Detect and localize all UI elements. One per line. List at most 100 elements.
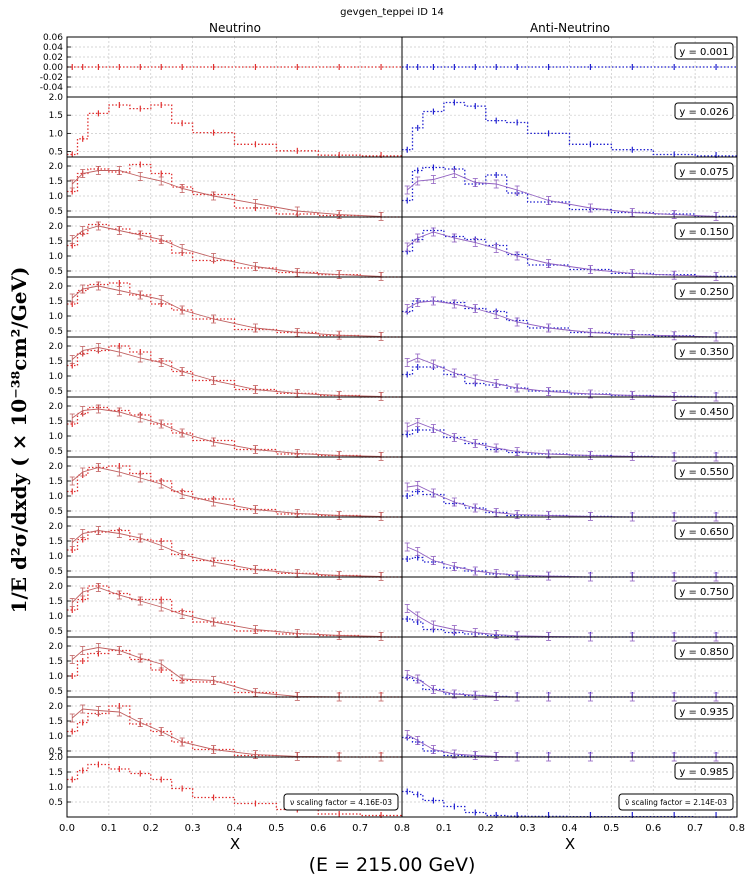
model-curve-antineutrino [407,357,717,398]
y-tick-label: 2.0 [49,342,64,352]
y-tick-label: 1.5 [49,357,63,367]
histogram-antineutrino [402,229,737,278]
model-curve-neutrino [71,285,382,337]
y-value-label: y = 0.850 [679,647,728,658]
x-tick-label: 0.2 [478,823,494,834]
y-value-label: y = 0.075 [679,167,728,178]
y-tick-label: 1.0 [49,492,64,502]
model-curve-neutrino [71,408,382,457]
histogram-antineutrino [402,556,737,578]
y-tick-label: 1.0 [49,252,64,262]
y-value-legend-box [674,402,734,420]
y-value-legend-box [674,162,734,180]
y-value-legend-box [674,42,734,60]
y-value-label: y = 0.750 [679,587,728,598]
panel-neutrino-10 [66,636,403,702]
y-tick-label: 2.0 [49,642,64,652]
x-tick-label: 0.0 [59,823,75,834]
histogram-neutrino [67,529,402,578]
x-tick-label: 0.8 [394,823,410,834]
panel-neutrino-6 [66,396,403,461]
y-tick-label: 1.5 [49,537,63,547]
panel-antineutrino-10: y = 0.850 [401,636,738,702]
y-tick-label: 2.0 [49,402,64,412]
model-curve-neutrino [71,587,382,637]
y-value-label: y = 0.650 [679,527,728,538]
y-value-legend-box [674,462,734,480]
y-value-legend-box [674,522,734,540]
panel-neutrino-1 [66,96,403,158]
y-tick-label: 0.02 [43,53,63,63]
scaling-factor-box [618,793,734,811]
model-curve-neutrino [71,647,382,698]
panel-antineutrino-8: y = 0.650 [401,516,738,582]
panel-antineutrino-7: y = 0.550 [401,456,738,522]
model-curve-antineutrino [406,608,717,638]
y-value-legend-box [674,702,734,720]
panel-antineutrino-6: y = 0.450 [401,396,738,462]
y-tick-label: 1.0 [49,312,64,322]
histogram-antineutrino [402,166,737,218]
y-tick-label: 2.0 [49,702,64,712]
panel-antineutrino-5: y = 0.350 [401,336,738,402]
y-tick-label: 1.0 [49,783,64,793]
histogram-neutrino [67,406,402,458]
y-tick-label: 0.5 [49,798,63,808]
model-curve-antineutrino [407,422,717,458]
y-tick-label: 2.0 [49,282,64,292]
y-tick-label: 0.04 [43,43,63,53]
y-value-legend-box [674,282,734,300]
y-tick-label: 0.00 [43,63,63,73]
y-tick-label: 1.5 [49,597,63,607]
histogram-neutrino [67,223,402,278]
y-tick-label: 1.5 [49,237,63,247]
model-curve-neutrino [71,225,382,277]
y-value-label: y = 0.150 [679,227,728,238]
model-curve-antineutrino [406,231,717,277]
y-tick-label: 0.5 [49,387,63,397]
y-tick-label: 2.0 [49,753,64,763]
y-tick-label: 1.5 [49,297,63,307]
y-tick-label: 2.0 [49,222,64,232]
x-tick-label: 0.1 [101,823,117,834]
model-curve-antineutrino [407,485,717,518]
x-tick-label: 0.1 [436,823,452,834]
y-value-legend-box [674,642,734,660]
model-curve-antineutrino [407,546,717,578]
y-value-legend-box [674,762,734,780]
x-tick-label: 0.8 [729,823,745,834]
y-tick-label: 0.5 [49,687,63,697]
panel-neutrino-3 [66,216,403,281]
y-tick-label: 1.5 [49,111,63,121]
y-tick-label: 1.5 [49,657,63,667]
y-tick-label: 0.5 [49,627,63,637]
x-tick-label: 0.3 [520,823,536,834]
histogram-antineutrino [402,101,737,157]
y-value-label: y = 0.250 [679,287,728,298]
x-tick-label: 0.4 [227,823,243,834]
model-curve-antineutrino [406,173,717,217]
y-tick-label: -0.04 [40,83,64,93]
y-tick-label: 2.0 [49,462,64,472]
x-tick-label: 0.4 [562,823,578,834]
y-tick-label: 0.5 [49,507,63,517]
histogram-antineutrino [402,618,737,638]
y-tick-label: 0.5 [49,148,63,158]
model-curve-antineutrino [407,674,717,698]
panel-grid: y = 0.001 0.060.040.020.00-0.02-0.04 y = 0… [40,33,745,834]
y-tick-label: 1.5 [49,477,63,487]
panel-neutrino-8 [66,516,403,581]
panel-neutrino-4 [66,276,403,341]
y-tick-label: 0.5 [49,447,63,457]
y-value-legend-box [674,102,734,120]
scaling-factor-note: ν scaling factor = 4.16E-03 [290,798,392,807]
scaling-factor-note: ν̄ scaling factor = 2.14E-03 [625,798,727,807]
model-curve-antineutrino [406,300,717,338]
panel-neutrino-0 [66,36,403,98]
y-tick-label: 0.5 [49,567,63,577]
model-curve-neutrino [71,170,382,217]
model-curve-neutrino [71,347,382,397]
scaling-factor-box [283,793,399,811]
energy-footer: (E = 215.00 GeV) [309,854,476,876]
